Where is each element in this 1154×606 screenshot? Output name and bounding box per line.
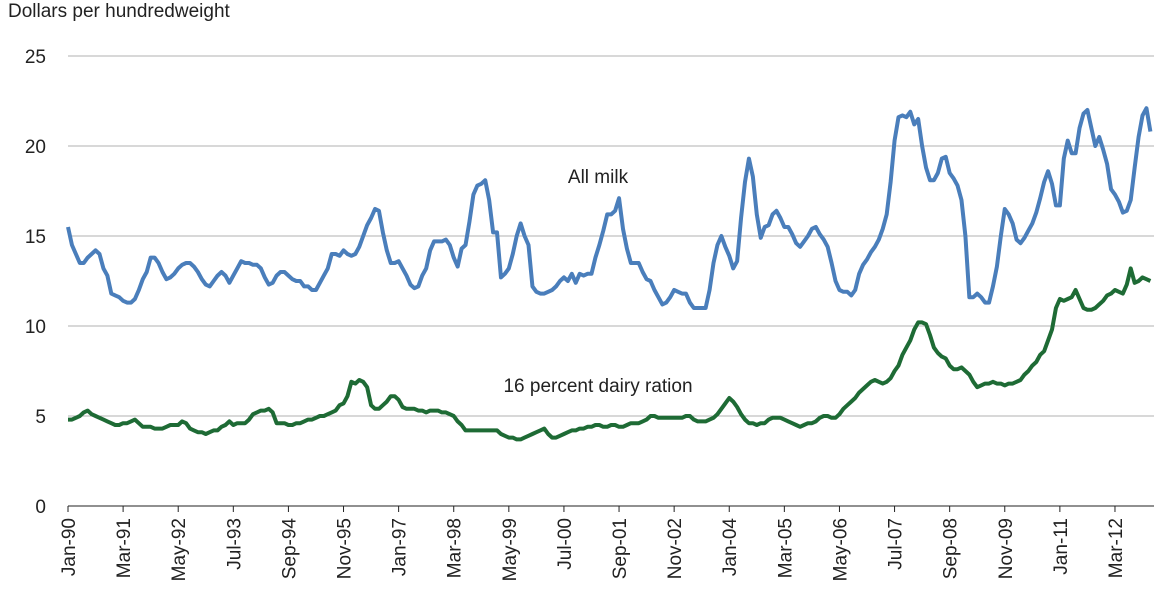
x-tick-label: Nov-09 (996, 518, 1017, 579)
series-label: All milk (568, 167, 629, 188)
x-tick-label: Jan-04 (720, 518, 741, 577)
x-tick-label: Nov-02 (665, 518, 686, 579)
x-tick-label: Sep-01 (610, 518, 631, 579)
x-tick-label: Jan-97 (390, 518, 411, 576)
y-tick-label: 25 (25, 47, 46, 68)
y-tick-label: 20 (25, 137, 46, 158)
x-tick-label: May-99 (500, 518, 521, 581)
x-tick-label: Sep-94 (279, 518, 300, 580)
y-tick-label: 15 (25, 227, 46, 248)
x-tick-label: Nov-95 (335, 518, 356, 579)
y-tick-label: 10 (25, 317, 46, 338)
series-line (68, 266, 1152, 442)
x-tick-label: May-92 (169, 518, 190, 581)
x-tick-label: Mar-12 (1106, 518, 1127, 578)
series-label: 16 percent dairy ration (503, 376, 692, 397)
x-tick-label: Jul-93 (224, 518, 245, 570)
y-tick-label: 5 (35, 407, 46, 428)
x-tick-label: Mar-05 (775, 518, 796, 578)
x-tick-label: Mar-98 (445, 518, 466, 578)
y-tick-label: 0 (35, 497, 46, 518)
x-tick-label: Jul-07 (886, 518, 907, 570)
x-tick-label: Sep-08 (941, 518, 962, 579)
series-line (66, 106, 1153, 310)
x-tick-label: Jul-00 (555, 518, 576, 570)
x-tick-label: Jan-90 (59, 518, 80, 576)
x-tick-label: May-06 (830, 518, 851, 581)
x-tick-label: Jan-11 (1051, 518, 1072, 575)
y-axis-label: Dollars per hundredweight (8, 1, 231, 22)
x-tick-label: Mar-91 (114, 518, 135, 578)
